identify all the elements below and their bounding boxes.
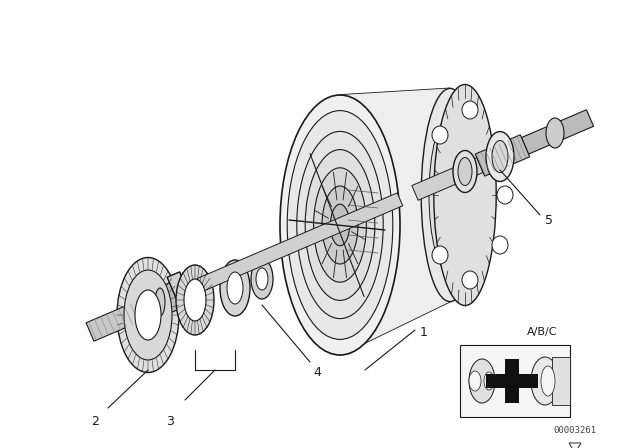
Text: A/B/C: A/B/C <box>527 327 557 337</box>
Ellipse shape <box>492 136 508 154</box>
Ellipse shape <box>492 141 508 172</box>
Ellipse shape <box>314 168 367 282</box>
Ellipse shape <box>297 131 383 319</box>
Polygon shape <box>86 290 172 341</box>
Ellipse shape <box>135 290 161 340</box>
Ellipse shape <box>484 372 494 390</box>
Polygon shape <box>154 280 188 315</box>
Ellipse shape <box>287 111 393 340</box>
Ellipse shape <box>322 186 358 264</box>
Ellipse shape <box>458 158 472 185</box>
Ellipse shape <box>432 246 448 264</box>
Ellipse shape <box>220 260 250 316</box>
Text: 3: 3 <box>166 415 174 428</box>
Ellipse shape <box>117 258 179 372</box>
Ellipse shape <box>305 150 375 301</box>
Ellipse shape <box>280 95 400 355</box>
Bar <box>460 345 570 417</box>
Text: 1: 1 <box>420 326 428 339</box>
Ellipse shape <box>486 132 514 181</box>
Ellipse shape <box>155 288 165 316</box>
Ellipse shape <box>434 85 496 306</box>
Ellipse shape <box>251 259 273 299</box>
Ellipse shape <box>256 268 268 290</box>
Ellipse shape <box>462 101 478 119</box>
Bar <box>486 374 538 388</box>
Polygon shape <box>167 272 195 314</box>
Ellipse shape <box>453 151 477 193</box>
Text: 2: 2 <box>91 415 99 428</box>
Ellipse shape <box>546 118 564 148</box>
Polygon shape <box>197 193 403 291</box>
Ellipse shape <box>176 265 214 335</box>
Ellipse shape <box>227 272 243 304</box>
Ellipse shape <box>421 88 479 302</box>
Text: 5: 5 <box>545 214 553 227</box>
Ellipse shape <box>497 186 513 204</box>
Ellipse shape <box>541 366 555 396</box>
Polygon shape <box>340 88 450 355</box>
Polygon shape <box>476 135 530 176</box>
Bar <box>552 357 570 405</box>
Text: 00003261: 00003261 <box>554 426 596 435</box>
Ellipse shape <box>492 236 508 254</box>
Ellipse shape <box>432 126 448 144</box>
Ellipse shape <box>469 359 495 403</box>
Ellipse shape <box>124 270 172 360</box>
Polygon shape <box>412 158 483 200</box>
Ellipse shape <box>184 279 206 321</box>
Ellipse shape <box>531 357 559 405</box>
Ellipse shape <box>469 371 481 391</box>
Ellipse shape <box>429 117 471 273</box>
Ellipse shape <box>462 271 478 289</box>
Text: 4: 4 <box>313 366 321 379</box>
Polygon shape <box>522 110 593 154</box>
Ellipse shape <box>330 204 349 246</box>
Bar <box>505 359 519 403</box>
